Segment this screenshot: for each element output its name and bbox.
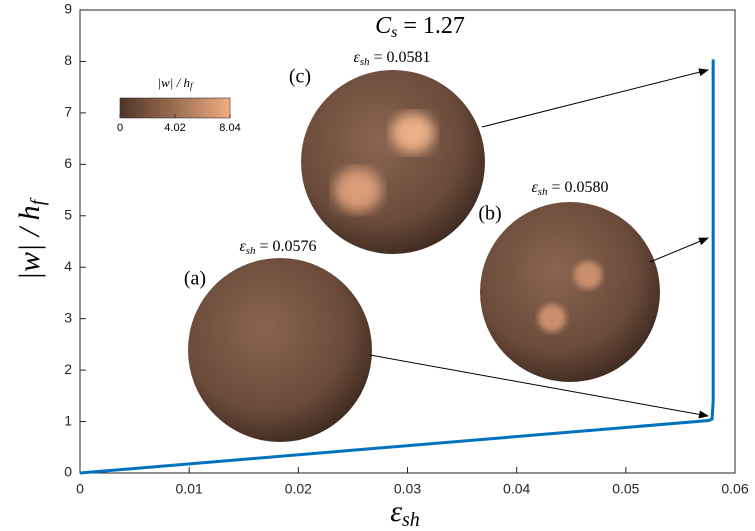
x-tick-label: 0.02 (285, 481, 312, 497)
colorbar-tick-label: 0 (117, 122, 123, 134)
y-tick-label: 3 (64, 309, 72, 325)
annotation-epsilon: εsh = 0.0580 (531, 179, 608, 198)
x-tick-label: 0.05 (612, 481, 639, 497)
annotation-label: (a) (184, 268, 206, 290)
y-tick-label: 8 (64, 52, 72, 68)
colorbar-tick-label: 8.04 (219, 122, 240, 134)
colorbar-label: |w| / hf (158, 75, 194, 91)
x-tick-label: 0.01 (176, 481, 203, 497)
y-tick-label: 7 (64, 104, 72, 120)
annotation-label: (c) (289, 66, 311, 88)
cbar-label-sub: f (190, 81, 194, 91)
title-main: C (375, 13, 392, 39)
x-label-sub: sh (402, 509, 420, 531)
y-label-sub: f (27, 197, 49, 205)
sphere-c (301, 70, 485, 254)
x-axis-label: εsh (390, 495, 420, 531)
y-tick-label: 6 (64, 155, 72, 171)
sphere-a (188, 258, 372, 442)
sphere-b (480, 202, 660, 382)
title-text: = 1.27 (397, 13, 465, 39)
chart: 00.010.020.030.040.050.060123456789 Cs =… (0, 0, 755, 531)
y-axis-label: |w| / hf (13, 197, 49, 280)
y-tick-label: 4 (64, 258, 72, 274)
x-tick-label: 0.06 (721, 481, 748, 497)
x-tick-label: 0 (76, 481, 84, 497)
y-tick-label: 1 (64, 412, 72, 428)
chart-title: Cs = 1.27 (375, 13, 465, 41)
y-tick-label: 5 (64, 206, 72, 222)
annotation-label: (b) (478, 203, 501, 225)
cbar-label-main: |w| / h (158, 75, 190, 90)
eps-text: = 0.0581 (370, 49, 431, 66)
colorbar-tick-label: 4.02 (164, 122, 185, 134)
eps-text: = 0.0576 (256, 238, 317, 255)
annotation-epsilon: εsh = 0.0581 (353, 49, 430, 68)
eps-sub: sh (360, 56, 370, 68)
y-label-main: |w| / h (13, 205, 46, 280)
x-label-main: ε (390, 495, 402, 528)
y-tick-label: 2 (64, 361, 72, 377)
y-tick-label: 0 (64, 464, 72, 480)
x-tick-label: 0.04 (503, 481, 530, 497)
eps-text: = 0.0580 (548, 179, 609, 196)
eps-sub: sh (538, 186, 548, 198)
y-tick-label: 9 (64, 1, 72, 17)
annotation-epsilon: εsh = 0.0576 (239, 238, 316, 257)
eps-sub: sh (246, 245, 256, 257)
